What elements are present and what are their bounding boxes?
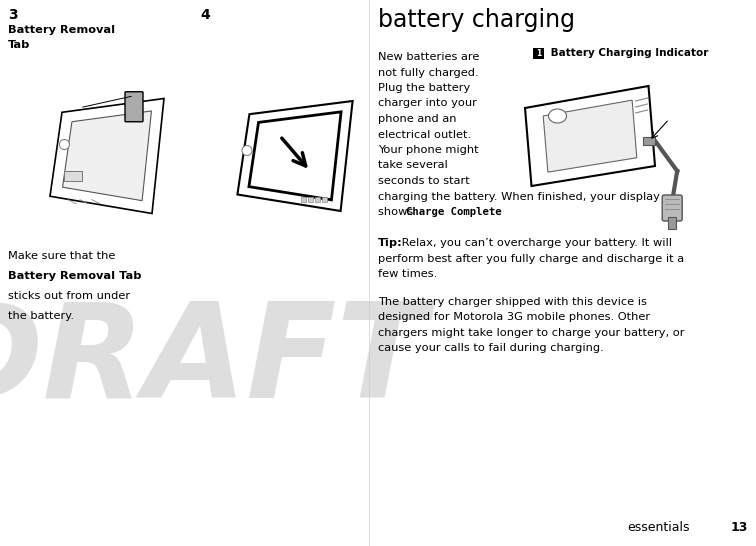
Bar (533, 48, 544, 59)
Text: perform best after you fully charge and discharge it a: perform best after you fully charge and … (378, 253, 684, 264)
Bar (301, 197, 306, 202)
Text: take several: take several (378, 161, 448, 170)
Text: shows: shows (378, 207, 417, 217)
Polygon shape (544, 100, 637, 172)
Text: The battery charger shipped with this device is: The battery charger shipped with this de… (378, 297, 647, 307)
Bar (308, 197, 313, 202)
Polygon shape (237, 101, 352, 211)
Text: essentials: essentials (627, 521, 690, 534)
Text: designed for Motorola 3G mobile phones. Other: designed for Motorola 3G mobile phones. … (378, 312, 650, 322)
Polygon shape (525, 86, 655, 186)
Text: 3: 3 (8, 8, 17, 22)
Text: charging the battery. When finished, your display: charging the battery. When finished, you… (378, 192, 660, 201)
Text: New batteries are: New batteries are (378, 52, 479, 62)
Text: 13: 13 (730, 521, 748, 534)
Text: phone and an: phone and an (378, 114, 457, 124)
Bar (668, 217, 676, 229)
Text: Battery Removal Tab: Battery Removal Tab (8, 271, 141, 281)
FancyBboxPatch shape (662, 195, 682, 221)
Text: 1: 1 (536, 49, 541, 58)
Text: .: . (490, 207, 494, 217)
Bar (322, 197, 327, 202)
Ellipse shape (242, 145, 252, 156)
Text: Tab: Tab (8, 40, 30, 50)
Text: not fully charged.: not fully charged. (378, 68, 479, 78)
Text: Tip:: Tip: (378, 238, 403, 248)
Polygon shape (50, 98, 164, 213)
Text: chargers might take longer to charge your battery, or: chargers might take longer to charge you… (378, 328, 684, 338)
Bar (315, 197, 320, 202)
Text: Charge Complete: Charge Complete (406, 207, 502, 217)
Text: Plug the battery: Plug the battery (378, 83, 470, 93)
Ellipse shape (549, 109, 566, 123)
Text: sticks out from under: sticks out from under (8, 291, 130, 301)
Bar (64, 171, 82, 181)
Text: cause your calls to fail during charging.: cause your calls to fail during charging… (378, 343, 604, 353)
Text: Battery Charging Indicator: Battery Charging Indicator (547, 49, 708, 58)
Text: the battery.: the battery. (8, 311, 74, 321)
Text: electrical outlet.: electrical outlet. (378, 129, 471, 139)
Text: Battery Removal: Battery Removal (8, 25, 115, 35)
Text: few times.: few times. (378, 269, 437, 279)
Text: battery charging: battery charging (378, 8, 575, 32)
Text: seconds to start: seconds to start (378, 176, 469, 186)
Text: Relax, you can’t overcharge your battery. It will: Relax, you can’t overcharge your battery… (398, 238, 672, 248)
FancyBboxPatch shape (125, 92, 143, 122)
Text: Make sure that the: Make sure that the (8, 251, 116, 261)
Text: DRAFT: DRAFT (0, 298, 426, 424)
Polygon shape (249, 112, 341, 200)
Text: Your phone might: Your phone might (378, 145, 479, 155)
Polygon shape (63, 111, 151, 201)
Ellipse shape (60, 139, 70, 150)
Bar (643, 137, 655, 145)
Text: charger into your: charger into your (378, 98, 477, 109)
Text: 4: 4 (200, 8, 209, 22)
